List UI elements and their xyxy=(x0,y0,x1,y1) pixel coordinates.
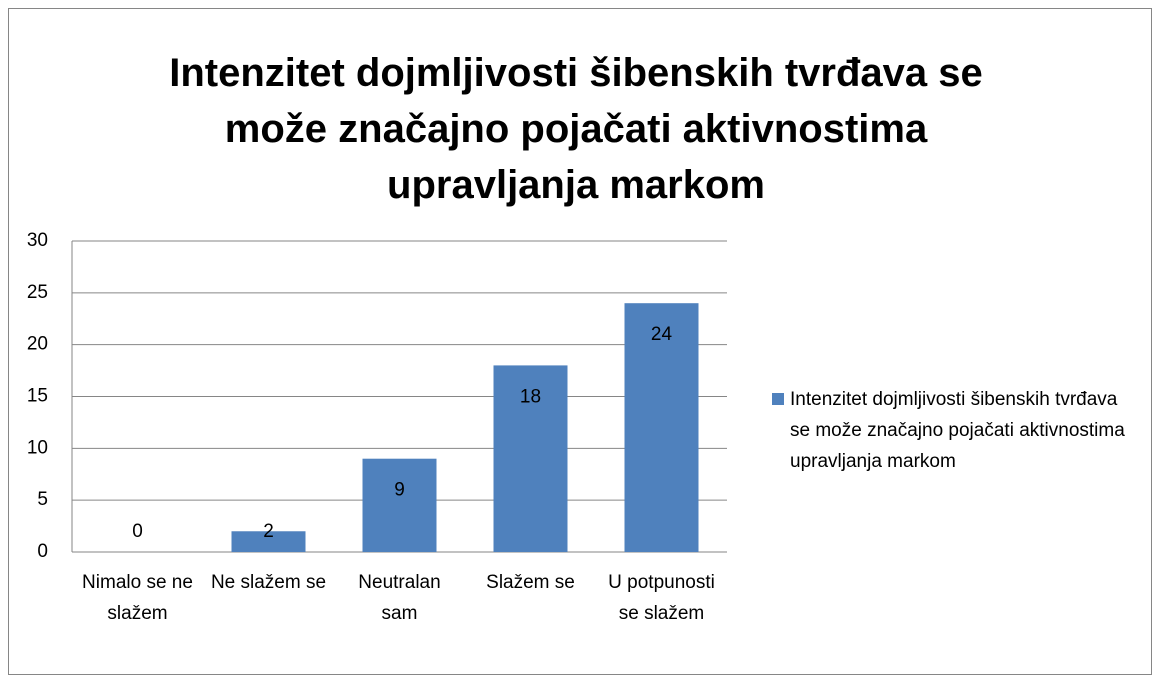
data-label: 18 xyxy=(520,386,541,407)
y-tick-label: 0 xyxy=(37,541,48,562)
y-tick-label: 10 xyxy=(27,437,48,458)
x-tick-label: Slažem se xyxy=(486,572,575,593)
y-tick-label: 30 xyxy=(27,230,48,251)
data-label: 0 xyxy=(132,521,143,542)
y-tick-label: 20 xyxy=(27,334,48,355)
chart-title: Intenzitet dojmljivosti šibenskih tvrđav… xyxy=(169,51,983,207)
x-tick-label: Nimalo se ne slažem xyxy=(82,572,193,624)
legend-swatch xyxy=(772,393,784,405)
legend-label: Intenzitet dojmljivosti šibenskih tvrđav… xyxy=(790,389,1125,472)
x-tick-label: Neutralan sam xyxy=(358,572,440,624)
x-tick-label: U potpunosti se slažem xyxy=(608,572,715,624)
y-tick-label: 5 xyxy=(37,489,48,510)
x-tick-label: Ne slažem se xyxy=(211,572,326,593)
bar xyxy=(624,303,699,552)
data-label: 2 xyxy=(263,521,274,542)
data-label: 9 xyxy=(394,480,405,501)
y-tick-label: 25 xyxy=(27,282,48,303)
bar xyxy=(362,458,437,552)
y-tick-label: 15 xyxy=(27,386,48,407)
chart-frame xyxy=(8,8,1152,675)
bar xyxy=(493,365,568,552)
data-label: 24 xyxy=(651,324,673,345)
bar xyxy=(231,531,306,552)
